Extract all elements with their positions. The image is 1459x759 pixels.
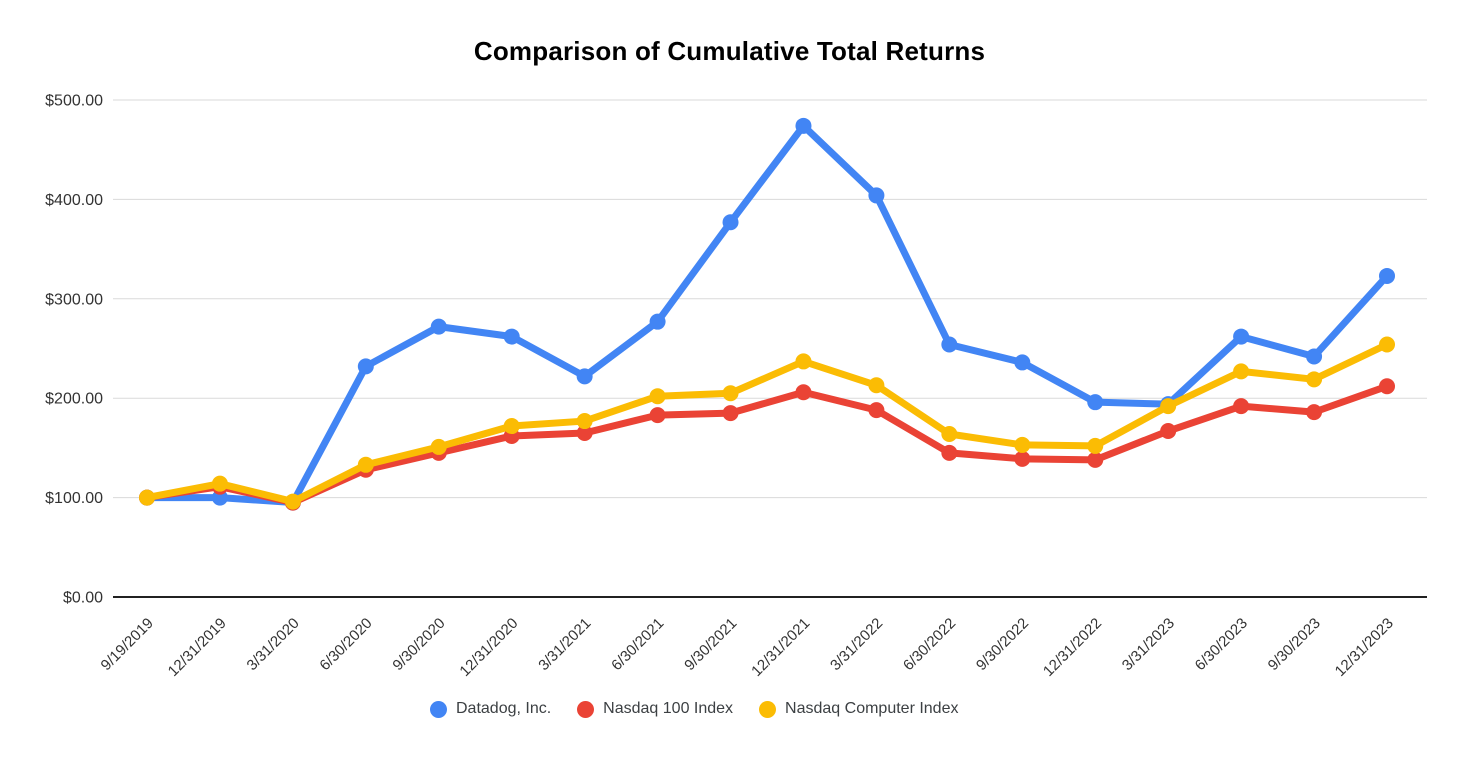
data-point-datadog[interactable] [649,313,666,330]
data-point-datadog[interactable] [357,358,374,375]
data-point-nasdaq-computer[interactable] [284,493,301,510]
data-point-nasdaq-100[interactable] [1379,378,1395,395]
x-axis-tick-label: 6/30/2020 [316,615,375,674]
x-axis-tick-label: 12/31/2019 [165,615,230,680]
data-point-datadog[interactable] [795,117,812,134]
data-point-datadog[interactable] [1233,328,1250,345]
x-axis-tick-label: 12/31/2022 [1040,615,1105,680]
series-line-nasdaq-100 [143,382,1391,507]
data-point-nasdaq-computer[interactable] [1014,436,1031,453]
data-point-nasdaq-computer[interactable] [211,475,228,492]
data-point-nasdaq-computer[interactable] [139,489,155,506]
legend-label-datadog: Datadog, Inc. [456,700,552,717]
data-point-nasdaq-100[interactable] [795,384,812,401]
legend-item-nasdaq-100: Nasdaq 100 Index [577,700,733,718]
data-point-datadog[interactable] [430,318,447,335]
y-axis-tick-label: $100.00 [45,490,103,507]
series-nasdaq-computer [139,336,1395,510]
data-point-nasdaq-100[interactable] [868,402,885,419]
x-axis-tick-label: 6/30/2022 [900,615,959,674]
data-point-nasdaq-100[interactable] [1306,404,1323,421]
data-point-datadog[interactable] [503,328,520,345]
data-point-nasdaq-computer[interactable] [722,385,739,402]
series-line-datadog [143,122,1391,507]
x-axis-tick-label: 3/31/2020 [244,615,303,674]
data-point-nasdaq-computer[interactable] [1306,371,1323,388]
data-point-datadog[interactable] [211,489,228,506]
x-axis-tick-label: 9/30/2021 [681,615,740,674]
legend-marker-nasdaq-computer-icon [759,700,777,718]
data-point-datadog[interactable] [868,187,885,204]
legend-label-nasdaq-100: Nasdaq 100 Index [603,700,734,717]
y-axis-tick-label: $200.00 [45,391,103,408]
y-axis-tick-label: $500.00 [45,93,103,110]
x-axis-tick-label: 12/31/2023 [1332,615,1397,680]
data-point-datadog[interactable] [1306,348,1323,365]
data-point-datadog[interactable] [576,368,593,385]
x-axis-tick-label: 12/31/2020 [456,615,521,680]
data-point-nasdaq-computer[interactable] [1379,336,1395,353]
x-axis-tick-label: 3/31/2022 [827,615,886,674]
series-datadog [139,117,1395,511]
data-point-nasdaq-100[interactable] [1233,398,1250,415]
data-point-nasdaq-computer[interactable] [868,377,885,394]
chart-title: Comparison of Cumulative Total Returns [473,36,986,66]
x-axis-tick-label: 9/30/2022 [973,615,1032,674]
data-point-nasdaq-computer[interactable] [576,413,593,430]
x-axis-tick-label: 3/31/2021 [535,615,594,674]
legend-marker-nasdaq-100-icon [577,700,595,718]
data-point-nasdaq-computer[interactable] [430,438,447,455]
data-point-datadog[interactable] [1014,354,1031,371]
chart-legend: Datadog, Inc. Nasdaq 100 Index Nasdaq Co… [430,700,984,718]
data-point-nasdaq-computer[interactable] [1233,363,1250,380]
data-point-datadog[interactable] [941,336,958,353]
data-point-nasdaq-100[interactable] [1014,450,1031,467]
data-point-nasdaq-100[interactable] [576,424,593,441]
data-point-nasdaq-100[interactable] [649,407,666,424]
legend-item-datadog: Datadog, Inc. [430,700,551,718]
data-point-nasdaq-100[interactable] [1160,423,1177,440]
y-axis-tick-label: $300.00 [45,291,103,308]
legend-marker-datadog-icon [430,700,447,718]
data-point-datadog[interactable] [1379,267,1395,284]
data-point-nasdaq-100[interactable] [1087,451,1104,468]
data-point-nasdaq-computer[interactable] [941,425,958,442]
data-point-datadog[interactable] [722,214,739,231]
data-point-nasdaq-computer[interactable] [503,418,520,435]
data-point-nasdaq-computer[interactable] [795,353,812,370]
legend-label-nasdaq-computer: Nasdaq Computer Index [785,700,959,717]
x-axis-tick-label: 3/31/2023 [1119,615,1178,674]
x-axis-tick-label: 6/30/2021 [608,615,667,674]
y-axis-tick-label: $400.00 [45,192,103,209]
data-point-nasdaq-computer[interactable] [649,388,666,405]
data-point-nasdaq-computer[interactable] [357,456,374,473]
y-axis-tick-label: $0.00 [63,590,103,607]
legend-item-nasdaq-computer: Nasdaq Computer Index [759,700,958,718]
data-point-nasdaq-100[interactable] [941,444,958,461]
data-point-nasdaq-100[interactable] [722,405,739,422]
data-point-nasdaq-computer[interactable] [1087,437,1104,454]
x-axis-tick-label: 9/19/2019 [98,615,157,674]
series-line-nasdaq-computer [143,341,1391,506]
x-axis-tick-label: 9/30/2023 [1265,615,1324,674]
data-point-datadog[interactable] [1087,394,1104,411]
x-axis-tick-label: 9/30/2020 [389,615,448,674]
data-point-nasdaq-computer[interactable] [1160,398,1177,415]
x-axis-tick-label: 12/31/2021 [748,615,813,680]
x-axis-tick-label: 6/30/2023 [1192,615,1251,674]
